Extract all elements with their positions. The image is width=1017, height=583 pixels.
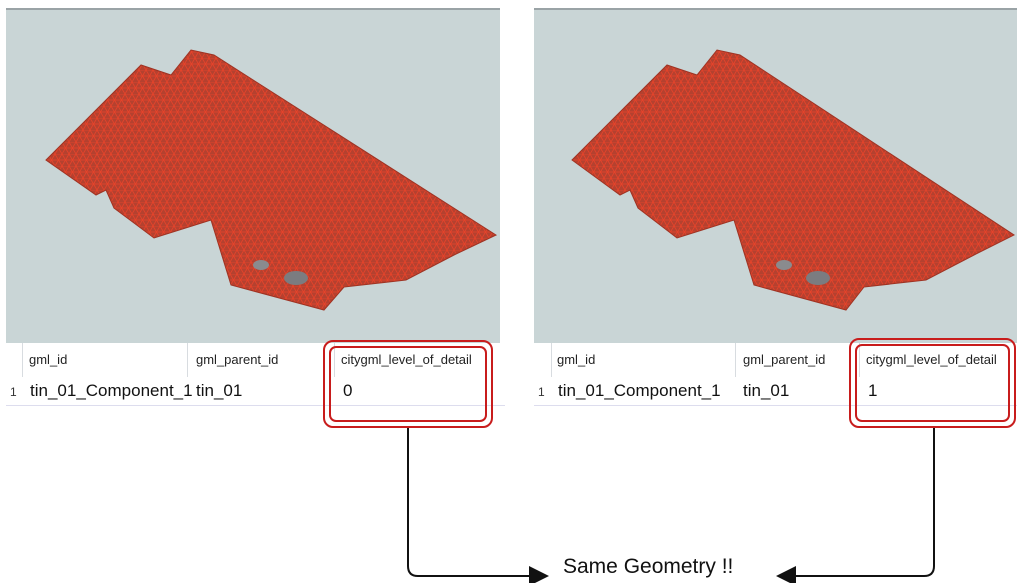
left-cell-gml-parent-id[interactable]: tin_01 bbox=[196, 381, 243, 400]
right-col-gml-parent-id[interactable]: gml_parent_id bbox=[743, 352, 826, 367]
left-tin-mesh bbox=[45, 49, 498, 311]
right-col-lod[interactable]: citygml_level_of_detail bbox=[866, 352, 997, 367]
left-col-lod[interactable]: citygml_level_of_detail bbox=[341, 352, 472, 367]
right-cell-lod[interactable]: 1 bbox=[868, 381, 878, 400]
left-3d-viewport[interactable] bbox=[6, 8, 500, 343]
left-lod-highlight-outer bbox=[323, 340, 493, 428]
right-table-header bbox=[0, 0, 483, 33]
right-table-row[interactable] bbox=[534, 377, 1017, 406]
left-terrain-surface bbox=[45, 49, 498, 311]
right-lod-highlight-outer bbox=[849, 338, 1016, 428]
right-panel: gml_id gml_parent_id citygml_level_of_de… bbox=[0, 0, 1017, 428]
left-panel: gml_id gml_parent_id citygml_level_of_de… bbox=[0, 0, 505, 428]
right-cell-gml-id[interactable]: tin_01_Component_1 bbox=[558, 381, 721, 400]
left-cell-lod[interactable]: 0 bbox=[343, 381, 353, 400]
right-cell-gml-parent-id[interactable]: tin_01 bbox=[743, 381, 790, 400]
left-col-gml-id[interactable]: gml_id bbox=[29, 352, 68, 367]
right-terrain-surface bbox=[571, 49, 1016, 311]
left-arrow bbox=[407, 428, 549, 583]
left-row-number: 1 bbox=[10, 385, 17, 399]
left-lod-highlight-inner bbox=[329, 346, 487, 422]
left-col-gml-parent-id[interactable]: gml_parent_id bbox=[196, 352, 279, 367]
right-col-gml-id[interactable]: gml_id bbox=[557, 352, 596, 367]
right-lod-highlight-inner bbox=[855, 344, 1010, 422]
left-cell-gml-id[interactable]: tin_01_Component_1 bbox=[30, 381, 193, 400]
left-table-row[interactable] bbox=[6, 377, 505, 406]
right-arrow bbox=[776, 428, 935, 583]
same-geometry-caption: Same Geometry !! bbox=[563, 555, 734, 578]
right-tin-mesh bbox=[571, 49, 1016, 311]
right-3d-viewport[interactable] bbox=[534, 8, 1017, 343]
right-row-number: 1 bbox=[538, 385, 545, 399]
